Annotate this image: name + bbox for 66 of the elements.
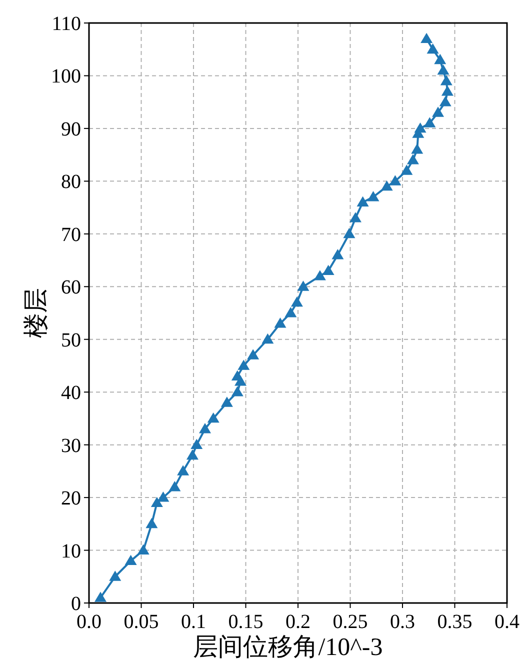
point (389, 175, 402, 186)
point (94, 592, 106, 602)
x-tick-label: 0.15 (228, 611, 264, 633)
point (274, 318, 286, 328)
point (109, 570, 122, 581)
point (439, 96, 452, 106)
x-tick-label: 0.25 (332, 611, 368, 633)
point (231, 370, 244, 380)
y-tick-label: 30 (61, 434, 81, 457)
point (367, 191, 380, 202)
y-tick-label: 50 (61, 329, 81, 352)
point (137, 544, 150, 554)
point (284, 307, 297, 318)
point (440, 75, 452, 86)
point (177, 465, 190, 476)
point (411, 144, 424, 154)
point (262, 333, 274, 344)
point (380, 180, 393, 191)
point (198, 423, 211, 434)
point (290, 296, 303, 307)
point (322, 264, 334, 276)
point (406, 154, 419, 164)
point (356, 196, 369, 206)
point (297, 280, 310, 291)
point (424, 117, 436, 128)
point (343, 228, 356, 238)
x-tick-label: 0.4 (494, 611, 520, 633)
point (441, 86, 454, 96)
x-tick-label: 0.3 (390, 611, 415, 633)
point (231, 386, 244, 396)
y-tick-label: 110 (52, 13, 81, 35)
y-tick-label: 60 (61, 276, 81, 299)
y-tick-label: 20 (61, 488, 81, 510)
y-tick-label: 10 (61, 540, 81, 562)
x-tick-label: 0.1 (181, 611, 206, 633)
point (247, 349, 260, 360)
point (190, 438, 203, 450)
point (432, 106, 444, 117)
y-axis-title: 楼层 (23, 288, 50, 338)
y-tick-label: 90 (61, 118, 81, 140)
point (314, 270, 326, 280)
point (207, 412, 220, 423)
point (150, 496, 163, 508)
x-tick-label: 0.35 (437, 611, 472, 633)
point (124, 554, 137, 566)
point (426, 43, 439, 54)
y-tick-label: 70 (61, 224, 81, 246)
point (238, 360, 250, 370)
point (349, 212, 362, 222)
x-axis-title: 层间位移角/10^-3 (193, 634, 383, 661)
point (146, 518, 158, 528)
point (434, 54, 446, 64)
y-tick-label: 100 (51, 66, 81, 88)
x-tick-label: 0.05 (124, 611, 159, 633)
point (168, 481, 181, 492)
point (186, 449, 198, 460)
point (332, 249, 344, 260)
y-tick-label: 80 (61, 171, 81, 194)
y-tick-label: 40 (61, 382, 81, 404)
point (157, 492, 170, 502)
point (437, 64, 450, 75)
point (420, 32, 433, 44)
point (400, 164, 413, 175)
point (220, 396, 233, 407)
point (414, 122, 426, 133)
x-tick-label: 0.2 (286, 611, 310, 633)
